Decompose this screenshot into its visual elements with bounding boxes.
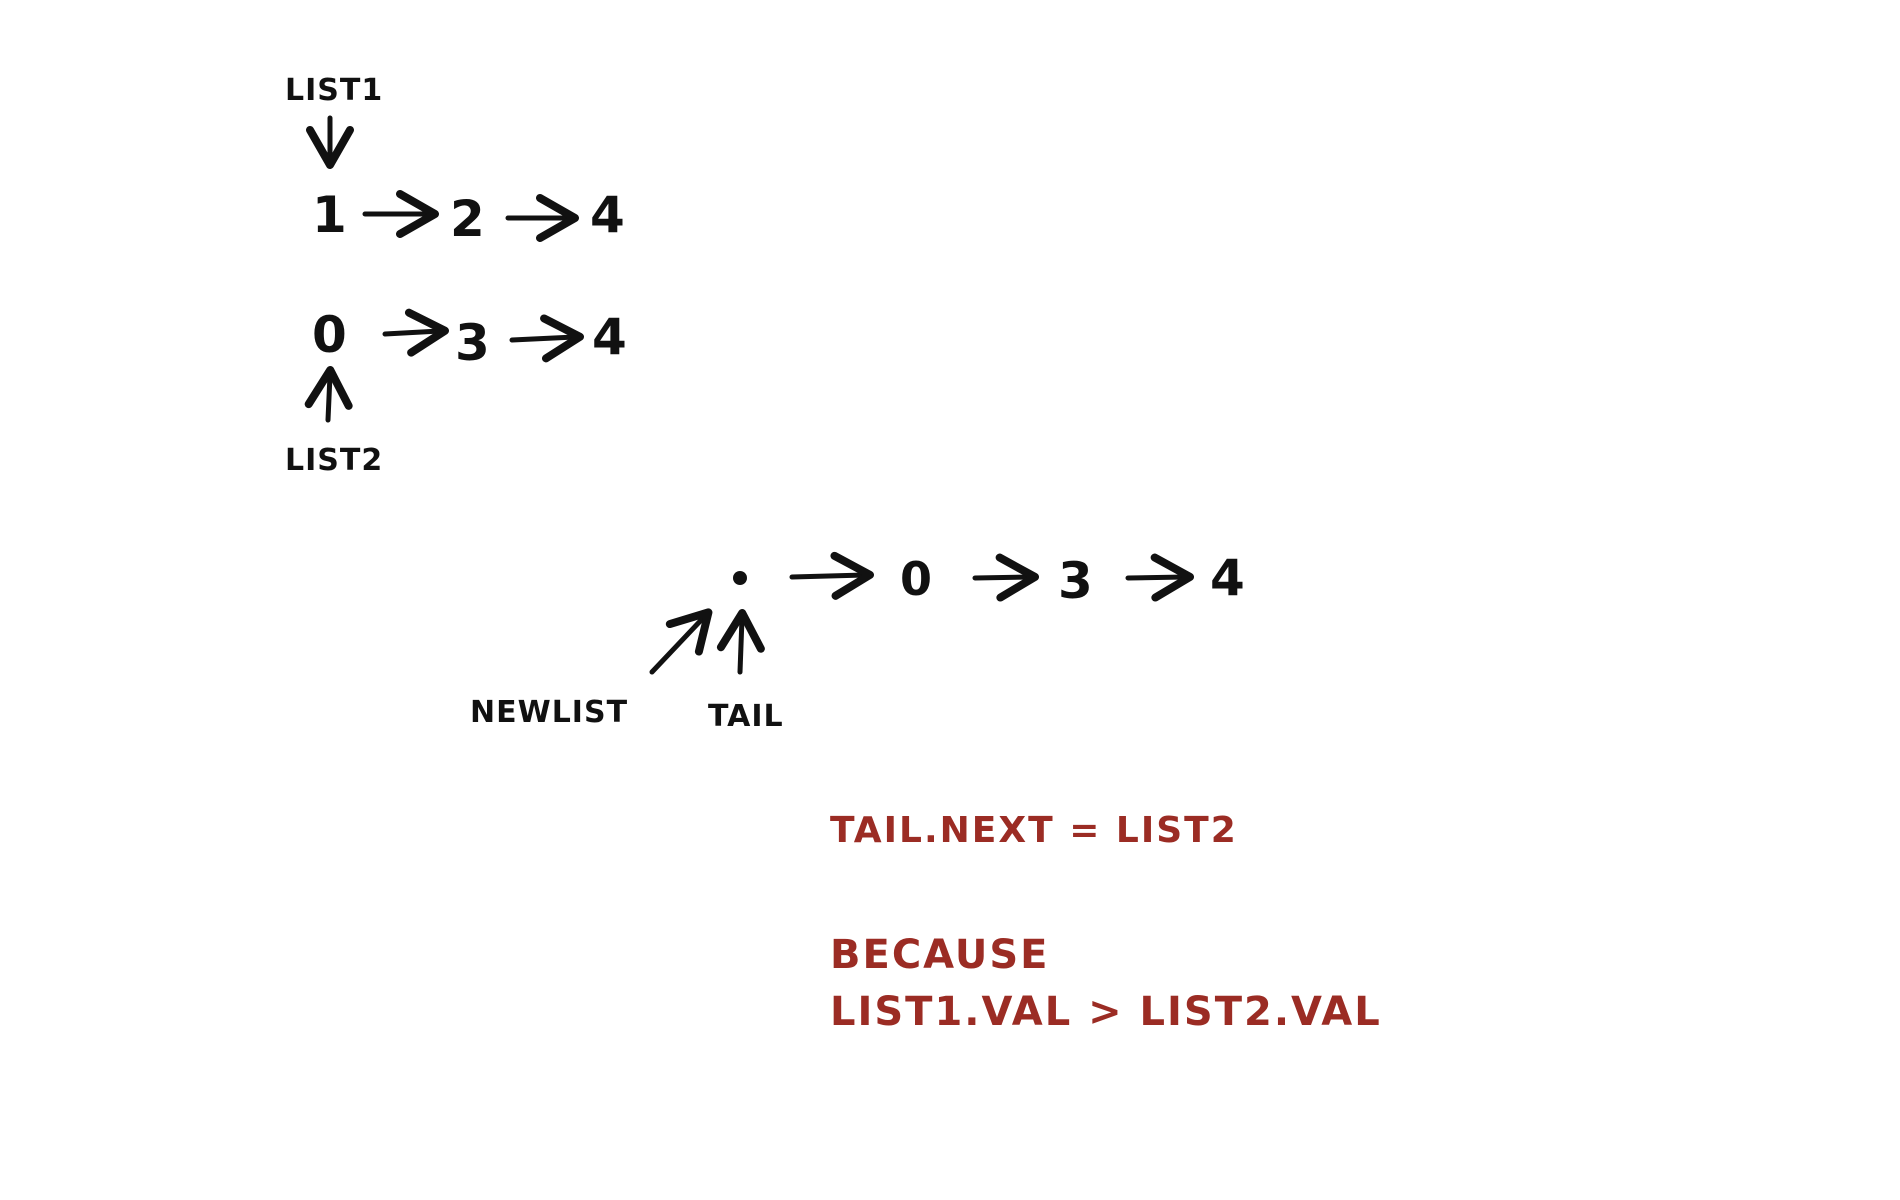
merged-node-3: 4: [1210, 549, 1245, 607]
list2-link-arrow-1: [382, 308, 449, 357]
newlist-pointer-arrow: [649, 608, 713, 675]
condition-note: LIST1.VAL > LIST2.VAL: [830, 989, 1382, 1035]
tail-pointer-arrow: [716, 609, 765, 675]
newlist-label: NEWLIST: [470, 695, 628, 730]
list2-label: LIST2: [285, 443, 383, 478]
list1-node-2: 2: [450, 190, 485, 248]
list2-link-arrow-2: [509, 314, 584, 363]
because-note: BECAUSE: [830, 932, 1050, 978]
merged-link-arrow-1: [972, 553, 1039, 602]
list1-label: LIST1: [285, 73, 383, 108]
merged-link-arrow-0: [789, 551, 874, 600]
list1-node-3: 4: [590, 186, 625, 244]
merged-link-arrow-2: [1125, 553, 1194, 602]
tail-label: TAIL: [708, 699, 784, 734]
merged-node-2: 3: [1058, 552, 1093, 610]
list2-node-3: 4: [592, 308, 627, 366]
list2-node-1: 0: [312, 306, 347, 364]
list1-node-1: 1: [312, 186, 347, 244]
list2-pointer-arrow: [304, 366, 353, 423]
merged-node-1: 0: [900, 552, 932, 606]
assignment-note: TAIL.NEXT = LIST2: [830, 810, 1238, 851]
dummy-head-node: [733, 571, 747, 585]
list2-node-2: 3: [455, 314, 490, 372]
